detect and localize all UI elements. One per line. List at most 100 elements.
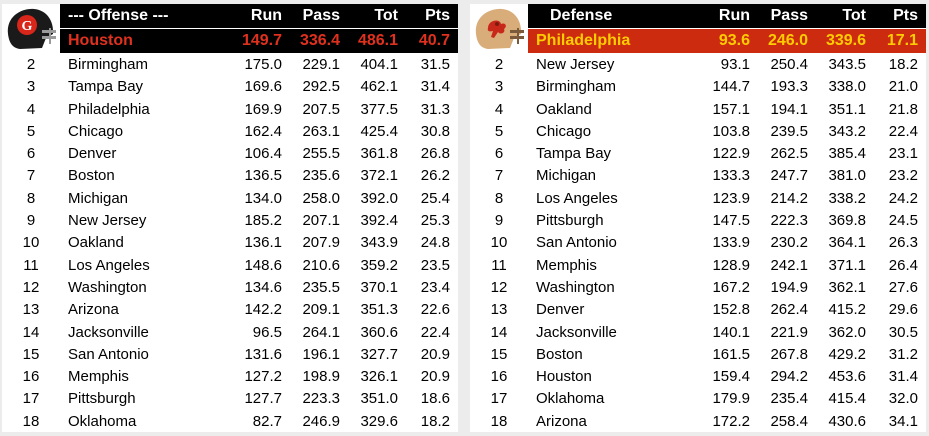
run-yards: 162.4 <box>244 122 282 140</box>
table-row: 13 Arizona 142.2 209.1 351.3 22.6 <box>2 299 458 321</box>
table-row: 7 Michigan 133.3 247.7 381.0 23.2 <box>470 165 926 187</box>
total-yards: 338.2 <box>828 189 866 207</box>
offense-title: --- Offense --- <box>68 7 169 24</box>
rank: 15 <box>490 345 508 363</box>
table-row: 16 Houston 159.4 294.2 453.6 31.4 <box>470 366 926 388</box>
team-name: Michigan <box>536 167 597 185</box>
run-yards: 179.9 <box>712 390 750 408</box>
houston-helmet-icon: G <box>2 4 58 54</box>
table-row: 10 Oakland 136.1 207.9 343.9 24.8 <box>2 232 458 254</box>
total-yards: 362.0 <box>828 323 866 341</box>
offense-rankings-list: 2 Birmingham 175.0 229.1 404.1 31.5 3 Tampa Ba… <box>2 54 458 433</box>
leader-run: 93.6 <box>718 32 750 49</box>
pass-yards: 194.1 <box>770 100 808 118</box>
total-yards: 338.0 <box>828 78 866 96</box>
pass-yards: 267.8 <box>770 345 808 363</box>
pass-yards: 223.3 <box>302 390 340 408</box>
points: 31.5 <box>420 56 450 73</box>
offense-leader-row: Houston 149.7 336.4 486.1 40.7 <box>60 29 458 53</box>
team-name: New Jersey <box>536 56 615 73</box>
points: 24.8 <box>420 234 450 252</box>
total-yards: 362.1 <box>828 278 866 296</box>
run-yards: 134.0 <box>244 189 282 207</box>
run-yards: 157.1 <box>712 100 750 118</box>
run-yards: 175.0 <box>244 56 282 73</box>
rank: 9 <box>26 212 36 230</box>
total-yards: 351.1 <box>828 100 866 118</box>
pass-yards: 207.9 <box>302 234 340 252</box>
rank: 2 <box>26 56 36 73</box>
total-yards: 371.1 <box>828 256 866 274</box>
total-yards: 343.5 <box>828 56 866 73</box>
table-row: 9 New Jersey 185.2 207.1 392.4 25.3 <box>2 210 458 232</box>
run-yards: 82.7 <box>252 412 282 430</box>
leader-pts: 17.1 <box>886 32 918 49</box>
pass-yards: 262.4 <box>770 301 808 319</box>
team-name: Memphis <box>68 368 129 386</box>
team-name: San Antonio <box>68 345 149 363</box>
total-yards: 360.6 <box>360 323 398 341</box>
leader-tot: 339.6 <box>825 32 866 49</box>
team-name: Arizona <box>68 301 119 319</box>
table-row: 15 San Antonio 131.6 196.1 327.7 20.9 <box>2 344 458 366</box>
team-name: Houston <box>536 368 592 386</box>
run-yards: 127.2 <box>244 368 282 386</box>
points: 20.9 <box>420 368 450 386</box>
team-name: Arizona <box>536 412 587 430</box>
points: 27.6 <box>888 278 918 296</box>
rank: 6 <box>494 145 504 163</box>
table-row: 5 Chicago 103.8 239.5 343.2 22.4 <box>470 121 926 143</box>
points: 22.6 <box>420 301 450 319</box>
total-yards: 404.1 <box>360 56 398 73</box>
table-row: 10 San Antonio 133.9 230.2 364.1 26.3 <box>470 232 926 254</box>
team-name: Chicago <box>536 122 592 140</box>
run-yards: 159.4 <box>712 368 750 386</box>
run-yards: 169.9 <box>244 100 282 118</box>
pass-yards: 292.5 <box>302 78 340 96</box>
table-row: 6 Denver 106.4 255.5 361.8 26.8 <box>2 143 458 165</box>
rank: 4 <box>494 100 504 118</box>
pass-yards: 262.5 <box>770 145 808 163</box>
points: 23.4 <box>420 278 450 296</box>
rank: 8 <box>26 189 36 207</box>
rank: 8 <box>494 189 504 207</box>
pass-yards: 239.5 <box>770 122 808 140</box>
pass-yards: 193.3 <box>770 78 808 96</box>
total-yards: 392.4 <box>360 212 398 230</box>
team-name: Oakland <box>68 234 124 252</box>
rank: 16 <box>22 368 40 386</box>
points: 26.4 <box>888 256 918 274</box>
pass-yards: 250.4 <box>770 56 808 73</box>
pass-yards: 222.3 <box>770 212 808 230</box>
rank: 12 <box>22 278 40 296</box>
run-yards: 93.1 <box>720 56 750 73</box>
total-yards: 351.0 <box>360 390 398 408</box>
table-row: 14 Jacksonville 96.5 264.1 360.6 22.4 <box>2 322 458 344</box>
pass-yards: 235.6 <box>302 167 340 185</box>
points: 31.4 <box>888 368 918 386</box>
total-yards: 343.9 <box>360 234 398 252</box>
pass-yards: 235.5 <box>302 278 340 296</box>
table-row: 9 Pittsburgh 147.5 222.3 369.8 24.5 <box>470 210 926 232</box>
run-yards: 122.9 <box>712 145 750 163</box>
table-row: 2 New Jersey 93.1 250.4 343.5 18.2 <box>470 54 926 76</box>
offense-header: G --- Offense --- Run Pass Tot Pts Houst… <box>2 4 458 54</box>
col-tot-header: Tot <box>374 7 398 24</box>
team-name: Denver <box>536 301 585 319</box>
team-name: Oakland <box>536 100 592 118</box>
pass-yards: 230.2 <box>770 234 808 252</box>
team-name: Pittsburgh <box>536 212 604 230</box>
points: 26.2 <box>420 167 450 185</box>
pass-yards: 258.0 <box>302 189 340 207</box>
col-tot-header: Tot <box>842 7 866 24</box>
rank: 5 <box>26 122 36 140</box>
total-yards: 329.6 <box>360 412 398 430</box>
run-yards: 134.6 <box>244 278 282 296</box>
col-pts-header: Pts <box>893 7 918 24</box>
table-row: 11 Memphis 128.9 242.1 371.1 26.4 <box>470 255 926 277</box>
pass-yards: 198.9 <box>302 368 340 386</box>
total-yards: 385.4 <box>828 145 866 163</box>
pass-yards: 221.9 <box>770 323 808 341</box>
team-name: Los Angeles <box>68 256 150 274</box>
rank: 2 <box>494 56 504 73</box>
